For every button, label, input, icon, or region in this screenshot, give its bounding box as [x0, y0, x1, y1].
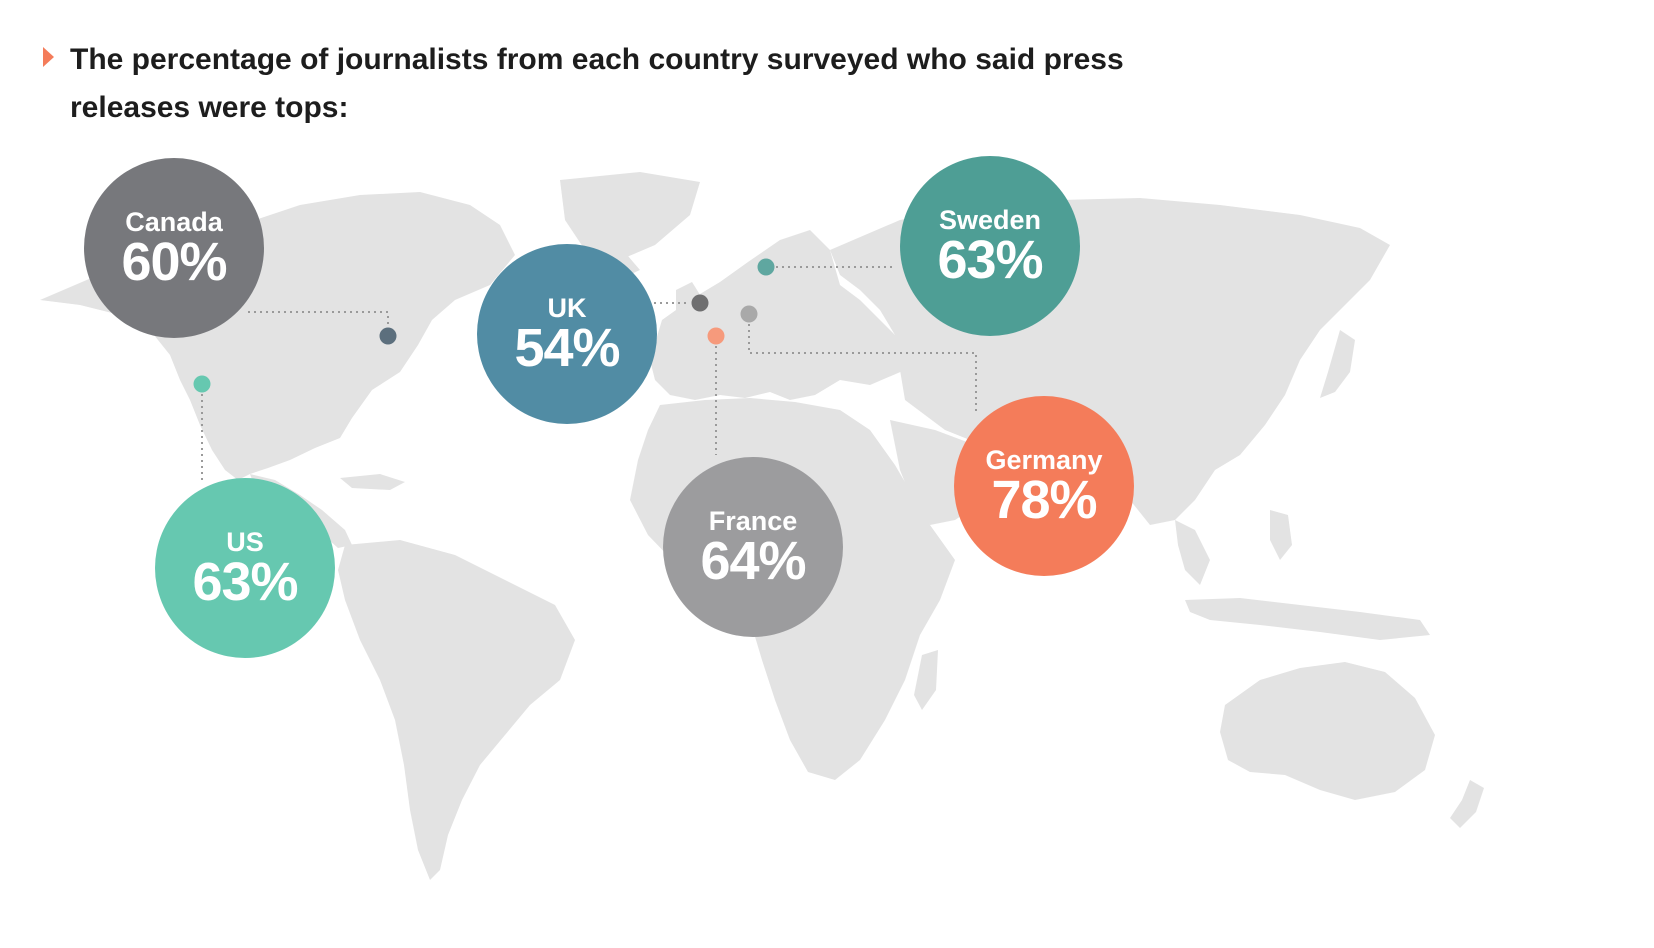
france-country-label: France — [708, 506, 798, 536]
france-bubble: France 64% — [663, 457, 843, 637]
us-location-dot — [193, 375, 211, 393]
british-isles-landmass — [676, 282, 702, 325]
europe-landmass — [650, 230, 905, 400]
sweden-location-dot — [757, 258, 775, 276]
southeast-asia-landmass — [1175, 520, 1210, 585]
sweden-bubble: Sweden 63% — [900, 156, 1080, 336]
us-percentage-label: 63% — [192, 552, 298, 612]
caribbean-islands — [340, 474, 405, 490]
uk-percentage-label: 54% — [514, 318, 620, 378]
germany-percentage-label: 78% — [991, 470, 1097, 530]
us-bubble: US 63% — [155, 478, 335, 658]
philippines-islands — [1270, 510, 1292, 560]
madagascar-landmass — [914, 650, 938, 710]
germany-location-dot — [740, 305, 758, 323]
location-dots — [193, 258, 775, 393]
germany-bubble: Germany 78% — [954, 396, 1134, 576]
australia-landmass — [1220, 662, 1435, 800]
uk-country-label: UK — [547, 293, 587, 323]
title-arrow-icon — [43, 47, 54, 67]
canada-leader-line — [248, 311, 389, 326]
new-zealand-landmass — [1450, 780, 1484, 828]
canada-location-dot — [379, 327, 397, 345]
japan-landmass — [1320, 330, 1355, 398]
canada-bubble: Canada 60% — [84, 158, 264, 338]
canada-country-label: Canada — [125, 207, 223, 237]
indonesia-islands — [1185, 598, 1430, 640]
germany-country-label: Germany — [985, 445, 1103, 475]
uk-bubble: UK 54% — [477, 244, 657, 424]
page-title: The percentage of journalists from each … — [70, 43, 1124, 124]
uk-location-dot — [691, 294, 709, 312]
canada-percentage-label: 60% — [121, 232, 227, 292]
france-percentage-label: 64% — [700, 531, 806, 591]
sweden-percentage-label: 63% — [937, 230, 1043, 290]
greenland-landmass — [560, 172, 700, 262]
france-location-dot — [707, 327, 725, 345]
south-america-landmass — [338, 540, 575, 880]
sweden-country-label: Sweden — [938, 205, 1042, 235]
leader-lines — [201, 266, 977, 480]
us-country-label: US — [226, 527, 264, 557]
